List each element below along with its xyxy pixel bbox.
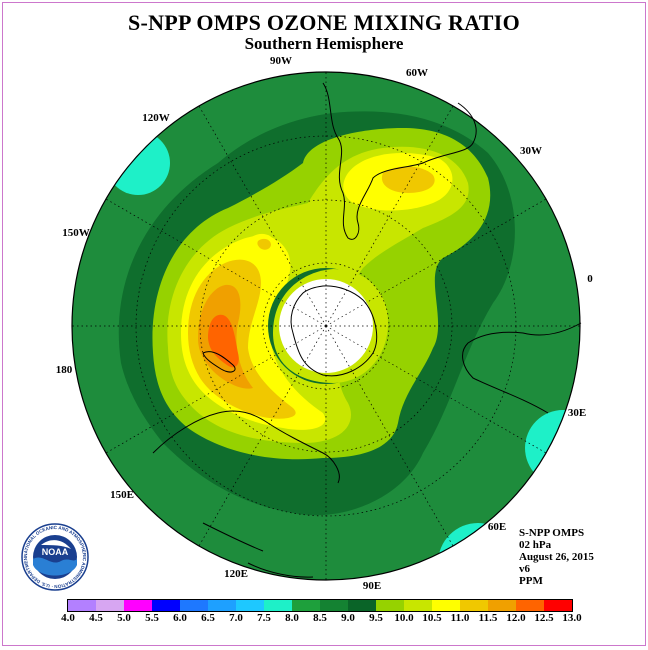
info-version: v6 xyxy=(519,563,530,575)
lon-label-90e: 90E xyxy=(363,580,381,592)
info-level: 02 hPa xyxy=(519,539,552,551)
colorbar-segment xyxy=(516,600,544,611)
colorbar-tick-label: 6.0 xyxy=(173,612,187,624)
colorbar-segment xyxy=(460,600,488,611)
noaa-logo: NATIONAL OCEANIC AND ATMOSPHERIC ADMINIS… xyxy=(21,523,89,591)
colorbar-tick-label: 8.5 xyxy=(313,612,327,624)
meridian-5 xyxy=(325,325,547,454)
ozone-7.5-region-30e xyxy=(525,410,580,486)
australia-coast xyxy=(152,410,340,484)
colorbar-tick-label: 12.0 xyxy=(506,612,526,624)
lon-label-60w: 60W xyxy=(406,67,428,79)
colorbar-tick-label: 13.0 xyxy=(562,612,582,624)
colorbar-tick-label: 11.5 xyxy=(478,612,498,624)
colorbar-segment xyxy=(68,600,96,611)
colorbar-segment xyxy=(376,600,404,611)
colorbar-segment xyxy=(208,600,236,611)
meridian-12 xyxy=(198,105,327,327)
ozone-7.5-region-120w xyxy=(106,131,170,195)
colorbar-tick-label: 10.5 xyxy=(422,612,442,624)
colorbar-tick-label: 5.0 xyxy=(117,612,131,624)
map-boundary xyxy=(71,71,581,581)
meridian-3 xyxy=(325,198,547,327)
meridian-9 xyxy=(105,325,327,454)
noaa-logo-text: NOAA xyxy=(42,547,69,557)
map-title: S-NPP OMPS OZONE MIXING RATIO xyxy=(127,10,521,35)
colorbar-segment xyxy=(432,600,460,611)
polar-ozone-map: 90W 60W 30W 0 30E 60E 90E 120E 150E 180 … xyxy=(56,55,594,592)
colorbar-segment xyxy=(152,600,180,611)
info-units: PPM xyxy=(519,575,543,587)
graticule xyxy=(72,72,580,580)
colorbar-tick-label: 4.0 xyxy=(61,612,75,624)
colorbar-segment xyxy=(180,600,208,611)
ozone-11.0-peninsula xyxy=(257,238,271,250)
lon-label-0: 0 xyxy=(587,273,593,285)
colorbar-segment xyxy=(124,600,152,611)
africa-coast xyxy=(462,322,582,414)
lon-label-150e: 150E xyxy=(110,489,134,501)
coastlines xyxy=(152,82,582,578)
ozone-11.0-atlantic xyxy=(381,166,435,193)
ozone-field xyxy=(72,72,580,580)
meridian-11 xyxy=(105,198,327,327)
colorbar-tick-label: 8.0 xyxy=(285,612,299,624)
colorbar xyxy=(67,599,573,612)
colorbar-tick-label: 7.5 xyxy=(257,612,271,624)
colorbar-segment xyxy=(264,600,292,611)
colorbar-tick-label: 12.5 xyxy=(534,612,554,624)
colorbar-labels: 4.0 4.5 5.0 5.5 6.0 6.5 7.0 7.5 8.0 8.5 9.0 9.5 10.0… xyxy=(61,612,597,626)
lon-label-30e: 30E xyxy=(568,407,586,419)
colorbar-tick-label: 5.5 xyxy=(145,612,159,624)
info-panel: S-NPP OMPS 02 hPa August 26, 2015 v6 PPM xyxy=(519,527,594,587)
colorbar-tick-label: 4.5 xyxy=(89,612,103,624)
asia-islands-coast xyxy=(202,522,314,578)
colorbar-tick-label: 7.0 xyxy=(229,612,243,624)
lon-label-90w: 90W xyxy=(270,55,292,67)
colorbar-tick-label: 11.0 xyxy=(450,612,470,624)
colorbar-segment xyxy=(320,600,348,611)
meridian-6 xyxy=(325,325,454,547)
lon-label-120w: 120W xyxy=(142,112,170,124)
lon-label-180: 180 xyxy=(56,364,73,376)
colorbar-segment xyxy=(292,600,320,611)
lon-label-30w: 30W xyxy=(520,145,542,157)
info-date: August 26, 2015 xyxy=(519,551,594,563)
south-america-coast xyxy=(322,82,477,240)
new-zealand-coast xyxy=(202,351,236,373)
colorbar-segment xyxy=(488,600,516,611)
ozone-12.0-region xyxy=(208,314,239,368)
lon-label-120e: 120E xyxy=(224,568,248,580)
colorbar-segment xyxy=(96,600,124,611)
lon-label-150w: 150W xyxy=(62,227,90,239)
colorbar-segment xyxy=(348,600,376,611)
info-instrument: S-NPP OMPS xyxy=(519,527,585,539)
colorbar-tick-label: 6.5 xyxy=(201,612,215,624)
map-subtitle: Southern Hemisphere xyxy=(244,34,404,53)
colorbar-tick-label: 9.0 xyxy=(341,612,355,624)
meridian-8 xyxy=(198,325,327,547)
colorbar-segment xyxy=(236,600,264,611)
ozone-7.5-region-60e xyxy=(438,523,518,580)
meridian-2 xyxy=(325,105,454,327)
colorbar-tick-label: 10.0 xyxy=(394,612,414,624)
colorbar-tick-label: 9.5 xyxy=(369,612,383,624)
colorbar-segment xyxy=(404,600,432,611)
colorbar-segment xyxy=(544,600,572,611)
lon-label-60e: 60E xyxy=(488,521,506,533)
